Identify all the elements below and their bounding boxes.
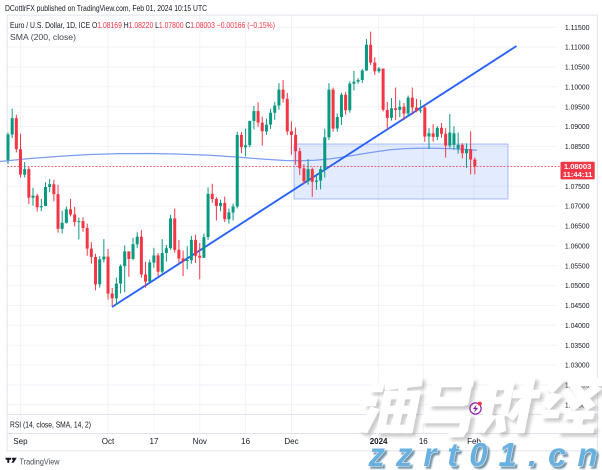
svg-text:1.07500: 1.07500	[565, 182, 590, 191]
svg-text:1.07000: 1.07000	[565, 202, 590, 211]
svg-text:2024: 2024	[370, 437, 388, 446]
svg-text:1.08500: 1.08500	[565, 142, 590, 151]
svg-text:TradingView: TradingView	[20, 457, 61, 467]
svg-text:1.05500: 1.05500	[565, 261, 590, 270]
svg-text:Dec: Dec	[284, 437, 298, 446]
svg-text:11:44:11: 11:44:11	[563, 170, 593, 179]
svg-text:1.11500: 1.11500	[565, 23, 590, 32]
svg-text:1.05000: 1.05000	[565, 281, 590, 290]
svg-text:1.04000: 1.04000	[565, 321, 590, 330]
svg-text:DCottlrFX published on Trading: DCottlrFX published on TradingView.com, …	[5, 4, 207, 13]
svg-text:1.10500: 1.10500	[565, 63, 590, 72]
svg-text:16: 16	[419, 437, 428, 446]
svg-text:Feb: Feb	[467, 437, 481, 446]
svg-text:1.09000: 1.09000	[565, 122, 590, 131]
svg-text:1.10000: 1.10000	[565, 82, 590, 91]
svg-text:1.08003: 1.08003	[564, 162, 591, 171]
svg-text:Oct: Oct	[102, 437, 115, 446]
svg-text:Euro / U.S. Dollar, 1D, ICE O1: Euro / U.S. Dollar, 1D, ICE O1.08169 H1.…	[10, 20, 275, 30]
svg-text:1.11000: 1.11000	[565, 43, 590, 52]
svg-text:SMA (200, close): SMA (200, close)	[10, 32, 76, 42]
svg-text:1.09500: 1.09500	[565, 102, 590, 111]
svg-text:1.03500: 1.03500	[565, 341, 590, 350]
svg-text:1.04500: 1.04500	[565, 301, 590, 310]
svg-text:zzrt01.cn: zzrt01.cn	[368, 436, 598, 470]
svg-text:Sep: Sep	[13, 437, 28, 446]
svg-text:16: 16	[241, 437, 250, 446]
svg-text:17: 17	[150, 437, 159, 446]
svg-text:RSI (14, close, SMA, 14, 2): RSI (14, close, SMA, 14, 2)	[10, 421, 91, 430]
svg-text:Nov: Nov	[193, 437, 207, 446]
svg-text:1.06000: 1.06000	[565, 241, 590, 250]
svg-text:1.06500: 1.06500	[565, 222, 590, 231]
svg-text:1.03000: 1.03000	[565, 361, 590, 370]
